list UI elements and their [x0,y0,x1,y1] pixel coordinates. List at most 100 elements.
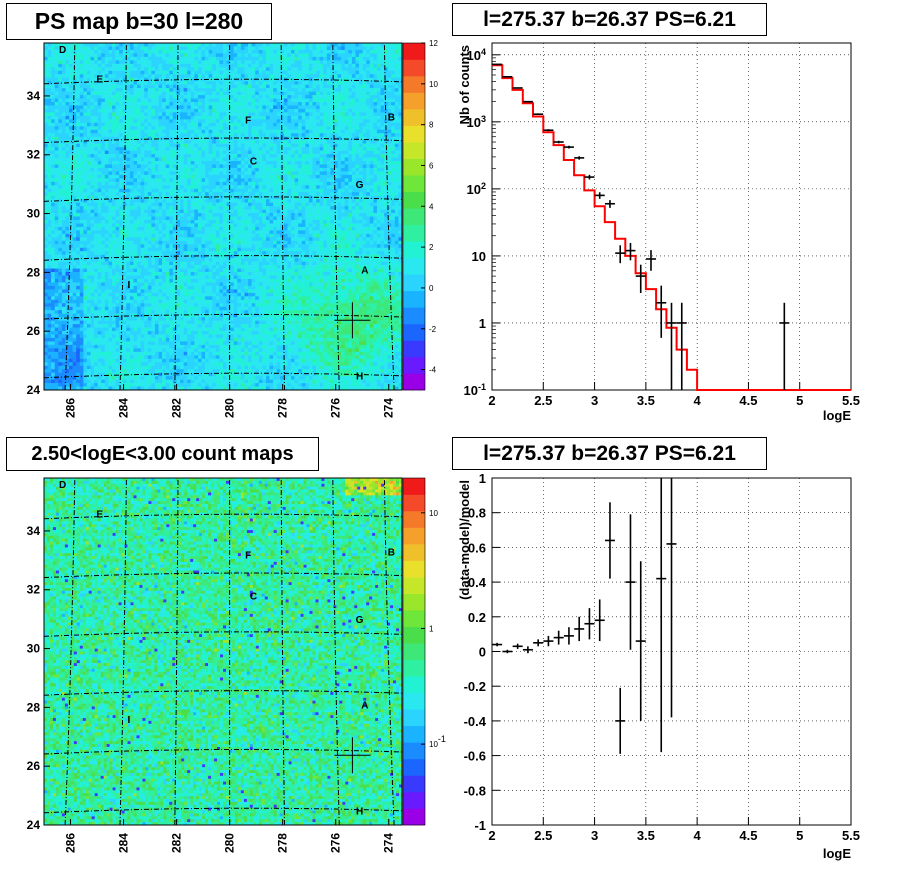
source-label-c: C [250,592,257,603]
ps-map-title: PS map b=30 l=280 [6,3,272,40]
x-tick-label: 5 [796,393,803,408]
data-point [543,635,554,647]
y-axis-label: (data-model)/model [457,480,472,600]
data-point [625,242,636,261]
source-label-a: A [361,265,368,276]
x-tick-label: 3 [591,393,598,408]
colorbar-tick-label: 8 [429,121,434,130]
colorbar-tick-label: 2 [429,243,434,252]
y-tick-label: 30 [27,207,41,221]
data-point [594,192,605,199]
count-map-title: 2.50<logE<3.00 count maps [6,437,319,471]
source-label-g: G [356,180,364,191]
x-tick-label: 4.5 [739,393,757,408]
y-tick-label: 34 [27,89,41,103]
data-point [635,561,646,721]
x-tick-label: 280 [223,398,237,418]
y-tick-label: 1 [479,471,486,486]
source-label-b: B [388,548,395,559]
y-tick-label: 1 [479,316,486,331]
data-point [522,646,533,654]
data-point [676,302,687,390]
count-map-panel[interactable]: 24 26 28 30 32 34 286 284 282 280 278 276 274 D E F B C G A… [27,477,446,853]
data-point [533,639,544,647]
data-point [779,302,790,390]
x-tick-label: 286 [64,833,78,853]
data-point [574,616,585,642]
x-tick-label: 284 [117,833,131,853]
data-point [502,75,513,78]
heatmap-cells [44,478,403,826]
y-tick-label: 32 [27,148,41,162]
x-tick-label: 276 [329,833,343,853]
residual-title: l=275.37 b=26.37 PS=6.21 [452,437,767,470]
data-point [512,87,523,89]
x-tick-label: 2.5 [534,393,552,408]
x-tick-label: 3 [591,828,598,843]
y-tick-label: 26 [27,324,41,338]
data-point [492,63,503,66]
source-label-b: B [388,113,395,124]
colorbar-tick-label: 12 [429,39,438,48]
heatmap-cells [44,43,403,391]
source-label-g: G [356,615,364,626]
source-label-h: H [356,806,363,817]
y-tick-label: -1 [474,818,486,833]
x-tick-label: 5.5 [842,828,860,843]
x-tick-label: 4 [694,828,702,843]
x-tick-label: 3.5 [637,393,655,408]
source-label-e: E [96,74,103,85]
source-label-d: D [59,45,66,56]
x-tick-label: 274 [382,398,396,418]
data-point [666,478,677,718]
data-point [553,630,564,645]
x-axis-label: logE [823,408,851,423]
map-frame [43,42,403,391]
colorbar: -4 -2 0 2 4 6 8 10 12 [402,39,438,391]
data-point [502,649,513,654]
y-tick-label: 0.4 [468,575,487,590]
data-point [656,285,667,338]
data-point [543,129,554,132]
y-tick-label: -0.6 [464,749,486,764]
x-tick-label: 2.5 [534,828,552,843]
data-point [533,113,544,116]
data-point [584,174,595,180]
y-tick-label: -0.2 [464,679,486,694]
y-tick-label: -0.4 [464,714,487,729]
colorbar: 10 1 10-1 [402,477,446,826]
model-step-line [492,64,851,391]
x-tick-label: 274 [382,833,396,853]
x-tick-label: 284 [117,398,131,418]
x-tick-label: 282 [170,833,184,853]
source-label-e: E [96,509,103,520]
y-tick-label: 28 [27,700,41,714]
data-point [635,264,646,293]
source-label-c: C [250,157,257,168]
x-axis-label: logE [823,846,851,861]
source-label-d: D [59,480,66,491]
x-tick-label: 2 [488,828,495,843]
source-label-f: F [245,550,251,561]
data-point [512,643,523,649]
residual-panel[interactable]: 2 2.5 3 3.5 4 4.5 5 5.5 -1 -0.8 -0.6 -0.4 -0.2 0 0.2 0.… [457,471,860,861]
y-tick-label: 24 [27,383,41,397]
y-tick-label: 0 [479,645,486,660]
data-point [666,302,677,390]
data-point [604,502,615,579]
x-tick-label: 5.5 [842,393,860,408]
coordinate-grid [43,477,403,826]
spectrum-title: l=275.37 b=26.37 PS=6.21 [452,3,767,36]
colorbar-tick-label: -4 [429,366,437,375]
x-tick-label: 5 [796,828,803,843]
colorbar-tick-label: 10 [429,80,438,89]
y-tick-label: 102 [467,181,486,197]
y-tick-label: 0.6 [468,540,486,555]
colorbar-tick-label: 4 [429,202,434,211]
data-point [563,145,574,149]
x-tick-label: 286 [64,398,78,418]
y-tick-label: 34 [27,524,41,538]
